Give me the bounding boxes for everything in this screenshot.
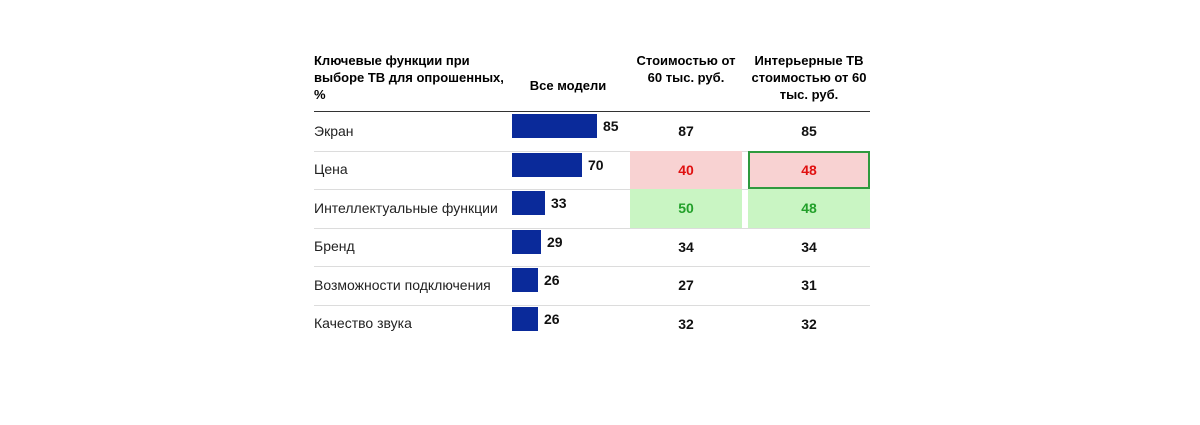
row-label: Бренд (314, 228, 504, 267)
cell-interior-over-60k: 48 (748, 189, 870, 228)
bar-value-label: 33 (551, 191, 567, 215)
cell-interior-over-60k: 85 (748, 112, 870, 151)
bar-all-models (512, 153, 582, 177)
row-label: Возможности подключения (314, 266, 504, 305)
bar-all-models (512, 230, 541, 254)
bar-all-models (512, 268, 538, 292)
bar-value-label: 26 (544, 268, 560, 292)
cell-interior-over-60k: 48 (748, 151, 870, 190)
cell-interior-over-60k: 32 (748, 305, 870, 344)
cell-over-60k: 27 (630, 266, 742, 305)
bar-value-label: 70 (588, 153, 604, 177)
bar-all-models (512, 191, 545, 215)
bar-all-models (512, 114, 597, 138)
row-label: Интеллектуальные функции (314, 189, 504, 228)
header-features: Ключевые функции при выборе ТВ для опрош… (314, 52, 504, 103)
cell-interior-over-60k: 34 (748, 228, 870, 267)
cell-interior-over-60k: 31 (748, 266, 870, 305)
row-label: Цена (314, 151, 504, 190)
bar-value-label: 85 (603, 114, 619, 138)
header-all-models: Все модели (512, 77, 624, 94)
bar-value-label: 29 (547, 230, 563, 254)
cell-over-60k: 50 (630, 189, 742, 228)
cell-over-60k: 34 (630, 228, 742, 267)
header-interior-over-60k: Интерьерные ТВ стоимостью от 60 тыс. руб… (748, 52, 870, 103)
cell-over-60k: 32 (630, 305, 742, 344)
bar-all-models (512, 307, 538, 331)
cell-over-60k: 40 (630, 151, 742, 190)
cell-over-60k: 87 (630, 112, 742, 151)
row-label: Экран (314, 112, 504, 151)
header-over-60k: Стоимостью от 60 тыс. руб. (630, 52, 742, 86)
row-label: Качество звука (314, 305, 504, 344)
bar-value-label: 26 (544, 307, 560, 331)
